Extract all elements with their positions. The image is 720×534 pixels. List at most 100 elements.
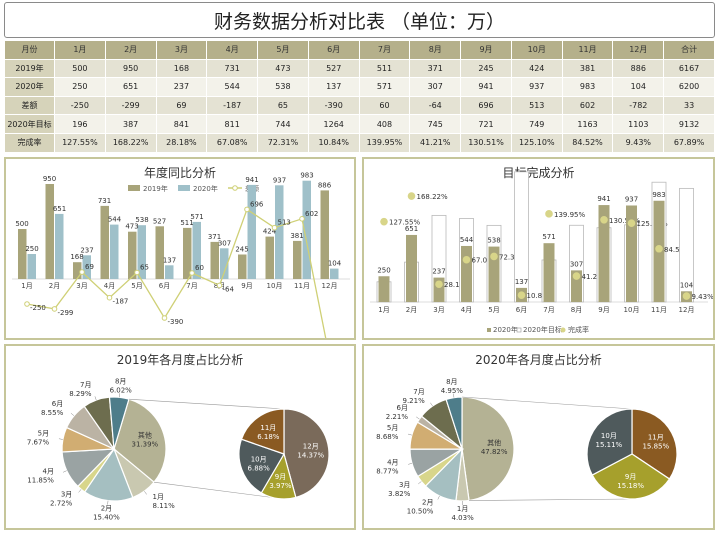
diff-label: 65 <box>140 264 149 272</box>
sub-slice-label: 10月 <box>601 432 617 440</box>
table-cell: 67.08% <box>206 132 259 153</box>
connector-line <box>128 398 285 410</box>
bar-label-2020: 651 <box>53 205 66 213</box>
slice-pct: 11.85% <box>27 477 54 485</box>
page-title: 财务数据分析对比表 （单位：万） <box>4 2 715 38</box>
table-cell: 886 <box>612 58 665 79</box>
diff-marker <box>134 269 140 276</box>
diff-label: 696 <box>250 200 264 208</box>
sub-slice-label: 10月 <box>251 455 267 463</box>
bar-2019 <box>238 254 247 279</box>
leader-line <box>408 463 413 465</box>
x-tick-label: 7月 <box>543 306 554 314</box>
slice-label: 6月 <box>397 404 408 412</box>
x-tick-label: 3月 <box>433 306 444 314</box>
table-cell: 67.89% <box>663 132 715 153</box>
bar-actual <box>626 205 637 302</box>
sub-slice-pct: 15.85% <box>642 442 669 450</box>
header-cell-label: 月份 <box>4 40 55 60</box>
bar-2020 <box>27 254 36 279</box>
bar-label-actual: 937 <box>625 195 638 203</box>
table-cell: 602 <box>561 95 614 116</box>
table-cell: 245 <box>460 58 512 79</box>
header-cell: 8月 <box>409 40 462 60</box>
row-header-cell: 2019年 <box>4 58 55 79</box>
legend-swatch-2020 <box>178 185 190 191</box>
table-cell: 28.18% <box>155 132 208 153</box>
slice-label: 8月 <box>446 378 457 386</box>
table-cell: 6200 <box>663 77 715 97</box>
bar-label-2020: 538 <box>135 216 148 224</box>
leader-line <box>416 416 420 420</box>
table-cell: 937 <box>510 77 563 97</box>
slice-label: 1月 <box>457 505 468 513</box>
table-cell: -299 <box>104 95 157 116</box>
table-cell: 1103 <box>612 114 665 134</box>
row-header-cell: 差额 <box>4 95 55 116</box>
table-cell: 137 <box>307 77 360 97</box>
pct-point <box>407 192 416 200</box>
table-cell: 408 <box>358 114 411 134</box>
bar-label-actual: 307 <box>570 260 583 268</box>
table-cell: 731 <box>206 58 259 79</box>
table-cell: 950 <box>104 58 157 79</box>
x-tick-label: 9月 <box>598 306 609 314</box>
header-cell: 3月 <box>155 40 208 60</box>
table-cell: 250 <box>54 77 106 97</box>
bar-label-2019: 473 <box>125 223 138 231</box>
table-row: 2020年 250 651 237 544 538 137 571 307 941 937 983 10… <box>4 77 715 97</box>
pie-slice <box>445 396 463 450</box>
table-cell: 130.51% <box>460 132 512 153</box>
bar-label-2020: 983 <box>300 172 313 180</box>
pct-point <box>545 210 553 218</box>
bar-2020 <box>192 221 201 279</box>
pct-label: 41.21% <box>582 273 609 281</box>
table-cell: 424 <box>510 58 563 79</box>
diff-marker <box>24 301 30 307</box>
diff-marker <box>189 270 195 276</box>
header-cell: 4月 <box>206 40 259 60</box>
table-cell: 104 <box>612 77 665 97</box>
yoy-panel: 年度同比分析 2019年2020年差额5002501月9506512月16823… <box>4 157 356 340</box>
slice-label: 4月 <box>387 459 398 467</box>
pct-point <box>655 244 663 253</box>
table-cell: 721 <box>460 114 512 134</box>
diff-label: -390 <box>168 318 184 326</box>
sub-pie-slice <box>238 438 285 494</box>
legend-label-pct: 完成率 <box>568 325 589 334</box>
table-cell: 9.43% <box>612 132 665 153</box>
bar-2020 <box>220 248 229 279</box>
slice-pct: 10.50% <box>407 508 434 516</box>
pct-label: 130.51% <box>609 217 640 225</box>
x-tick-label: 6月 <box>516 306 527 314</box>
pct-point <box>380 217 388 226</box>
table-cell: 139.95% <box>358 132 411 153</box>
table-cell: 307 <box>409 77 462 97</box>
legend-swatch-2019 <box>128 185 140 191</box>
pie-slice <box>108 396 130 450</box>
bar-label-2019: 245 <box>235 246 248 254</box>
table-cell: -64 <box>409 95 462 116</box>
bar-label-2020: 137 <box>163 256 176 264</box>
slice-pct: 8.29% <box>69 390 92 398</box>
slice-pct: 4.95% <box>441 387 464 395</box>
slice-pct: 8.68% <box>376 433 399 441</box>
table-cell: 538 <box>257 77 309 97</box>
header-cell: 5月 <box>257 40 309 60</box>
table-cell: -390 <box>307 95 360 116</box>
bar-2019 <box>293 240 302 279</box>
diff-marker <box>51 306 58 312</box>
bar-label-2020: 941 <box>245 176 258 184</box>
header-cell: 12月 <box>612 40 665 60</box>
x-tick-label: 2月 <box>49 282 60 290</box>
pct-label: 72.31% <box>499 253 526 261</box>
table-cell: 371 <box>409 58 462 79</box>
slice-label: 3月 <box>61 491 72 499</box>
slice-pct: 31.39% <box>132 441 159 449</box>
sub-slice-label: 9月 <box>625 473 636 481</box>
bar-label-2020: 104 <box>328 260 342 268</box>
slice-label: 2月 <box>422 499 433 507</box>
diff-label: -64 <box>223 285 235 293</box>
table-cell: 237 <box>155 77 208 97</box>
